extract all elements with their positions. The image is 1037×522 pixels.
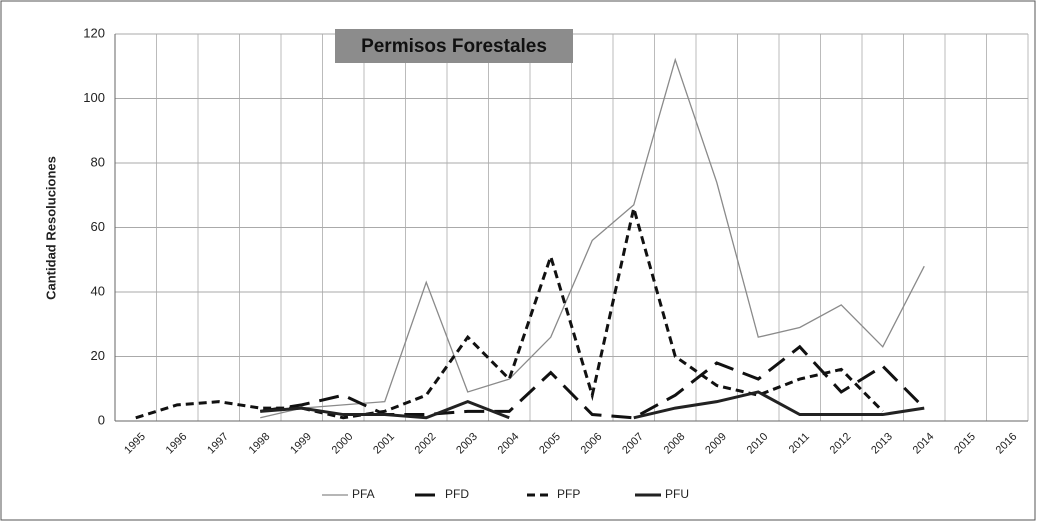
legend-label: PFD [445, 487, 469, 501]
title-box [335, 29, 573, 63]
y-tick-label: 100 [83, 90, 105, 105]
series-line [260, 57, 925, 419]
series-line [260, 390, 925, 420]
y-tick-label: 60 [91, 219, 105, 234]
legend-label: PFU [665, 487, 689, 501]
y-tick-label: 40 [91, 283, 105, 298]
chart-title: Permisos Forestales [361, 36, 547, 57]
y-tick-label: 0 [98, 412, 105, 427]
y-tick-label: 20 [91, 348, 105, 363]
legend-label: PFP [557, 487, 580, 501]
y-tick-label: 80 [91, 154, 105, 169]
series-line [260, 344, 926, 420]
y-tick-label: 120 [83, 25, 105, 40]
legend-label: PFA [352, 487, 375, 501]
y-axis-label: Cantidad Resoluciones [43, 156, 58, 300]
